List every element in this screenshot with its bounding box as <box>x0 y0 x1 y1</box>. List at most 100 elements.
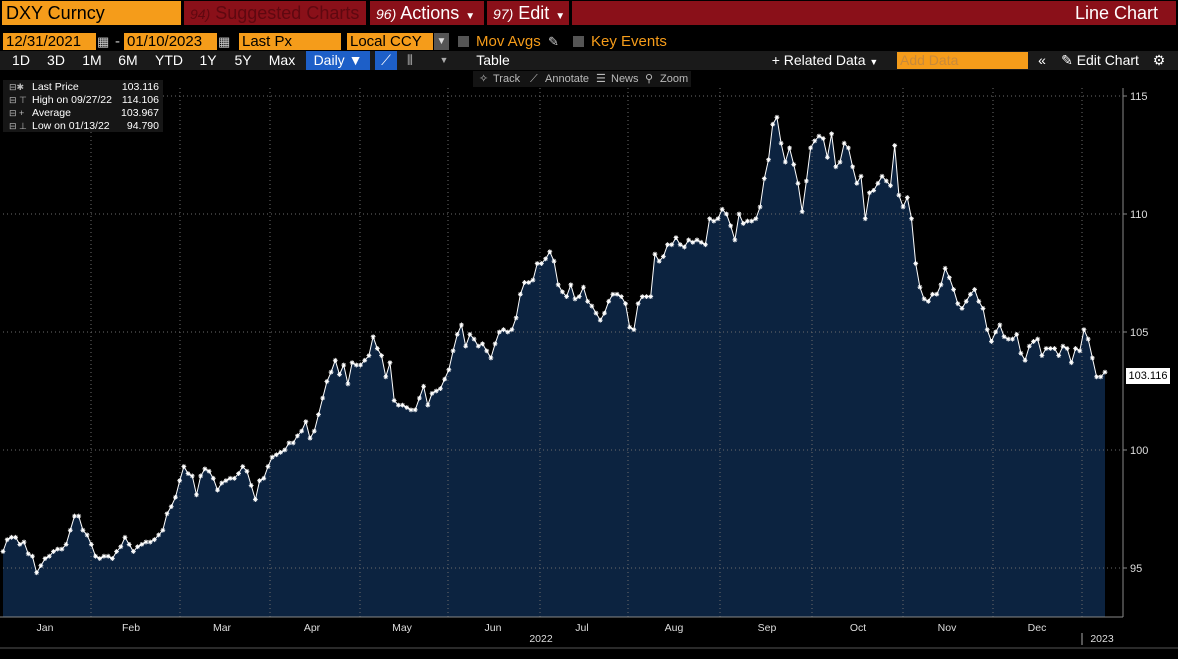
y-tick-label: 110 <box>1130 209 1148 221</box>
legend-low: ⊟ ⊥ Low on 01/13/22 94.790 <box>3 120 163 133</box>
edit-chart-button[interactable]: ✎ Edit Chart <box>1056 51 1144 70</box>
data-point <box>72 513 77 519</box>
data-point <box>84 532 90 538</box>
data-point <box>850 164 856 170</box>
actions-number: 96) <box>376 6 397 22</box>
data-point <box>1081 327 1087 333</box>
data-point <box>30 553 35 559</box>
actions-menu[interactable]: 96) Actions ▼ <box>370 1 484 25</box>
data-point <box>80 527 86 533</box>
start-date-input[interactable]: 12/31/2021 <box>3 33 96 50</box>
data-point <box>677 242 683 248</box>
data-point <box>871 188 877 193</box>
frequency-select[interactable]: Daily ▼ <box>306 51 370 70</box>
key-events-checkbox[interactable] <box>573 36 584 47</box>
data-point <box>278 449 284 455</box>
data-point <box>51 549 56 554</box>
data-point <box>362 357 368 363</box>
data-point <box>1035 336 1041 342</box>
plus-icon: + <box>771 52 780 68</box>
period-1y[interactable]: 1Y <box>199 52 217 68</box>
period-1d[interactable]: 1D <box>12 52 30 68</box>
calendar-icon[interactable]: ▦ <box>97 34 110 49</box>
period-3d[interactable]: 3D <box>47 52 65 68</box>
legend-last: ⊟✱ Last Price 103.116 <box>3 81 163 94</box>
data-point <box>799 209 805 215</box>
bar-chart-icon[interactable]: ⫴ <box>407 52 413 68</box>
data-point <box>791 162 797 167</box>
data-point <box>395 402 401 408</box>
data-point <box>593 310 599 316</box>
data-point <box>101 553 107 559</box>
zoom-icon[interactable]: ⚲ <box>645 73 654 85</box>
data-point <box>606 298 612 304</box>
legend-value: 103.967 <box>121 107 159 119</box>
table-button[interactable]: Table <box>476 52 510 68</box>
collapse-icon[interactable]: « <box>1038 52 1046 68</box>
annotate-icon[interactable]: ⟋ <box>530 73 538 85</box>
chart-tool-strip: ✧ Track ⟋ Annotate ☰ News ⚲ Zoom <box>473 71 691 87</box>
chart-legend: ⊟✱ Last Price 103.116 ⊟ ⊤ High on 09/27/… <box>3 80 163 132</box>
data-point <box>97 556 103 561</box>
data-point <box>93 553 98 559</box>
data-point <box>303 419 309 425</box>
track-icon[interactable]: ✧ <box>479 73 489 85</box>
data-point <box>353 362 359 368</box>
calendar-icon[interactable]: ▦ <box>218 34 231 49</box>
annotate-button[interactable]: Annotate <box>545 73 590 85</box>
data-point <box>1010 336 1015 342</box>
end-date-input[interactable]: 01/10/2023 <box>124 33 217 50</box>
data-point <box>286 440 292 446</box>
data-point <box>143 539 149 545</box>
zoom-button[interactable]: Zoom <box>660 73 689 85</box>
chevron-down-icon[interactable]: ▼ <box>434 33 449 50</box>
ticker-field[interactable]: DXY Curncy <box>2 1 181 25</box>
gear-icon[interactable]: ⚙ <box>1152 52 1166 68</box>
data-point <box>824 154 830 160</box>
data-point <box>366 353 372 358</box>
data-point <box>656 258 662 264</box>
currency-select[interactable]: Local CCY <box>347 33 433 50</box>
data-point <box>433 388 439 394</box>
data-point <box>59 546 65 552</box>
data-point <box>858 173 864 179</box>
data-point <box>782 159 788 165</box>
period-5y[interactable]: 5Y <box>234 52 252 68</box>
chevron-down-icon[interactable]: ▼ <box>439 55 449 65</box>
period-toolbar <box>0 51 1178 70</box>
data-point <box>1039 353 1045 358</box>
data-point <box>955 301 961 307</box>
suggested-charts-menu[interactable]: 94) Suggested Charts <box>184 1 366 25</box>
data-point <box>984 327 990 333</box>
data-point <box>1005 336 1011 342</box>
mov-avgs-checkbox[interactable] <box>458 36 469 47</box>
line-chart-icon[interactable]: ⟋ <box>375 51 397 70</box>
track-button[interactable]: Track <box>493 73 521 85</box>
field-select[interactable]: Last Px <box>239 33 341 50</box>
edit-menu[interactable]: 97) Edit ▼ <box>487 1 569 25</box>
data-point <box>316 412 321 417</box>
data-point <box>883 178 889 184</box>
news-icon[interactable]: ☰ <box>596 73 606 85</box>
news-button[interactable]: News <box>611 73 639 85</box>
data-point <box>576 294 582 299</box>
period-max[interactable]: Max <box>268 52 296 68</box>
data-point <box>429 390 435 396</box>
data-point <box>572 296 578 302</box>
data-point <box>17 542 23 547</box>
data-point <box>240 464 246 469</box>
period-6m[interactable]: 6M <box>118 52 138 68</box>
data-point <box>194 492 199 498</box>
data-point <box>1060 343 1066 349</box>
period-1m[interactable]: 1M <box>82 52 102 68</box>
data-point <box>118 544 124 550</box>
related-data-menu[interactable]: + Related Data ▼ <box>764 51 886 70</box>
period-ytd[interactable]: YTD <box>155 52 183 68</box>
add-data-input[interactable]: Add Data <box>897 52 1028 69</box>
edit-number: 97) <box>493 6 514 22</box>
data-point <box>459 322 464 328</box>
pencil-icon[interactable]: ✎ <box>548 34 559 49</box>
data-point <box>946 275 952 281</box>
data-point <box>1052 346 1057 351</box>
